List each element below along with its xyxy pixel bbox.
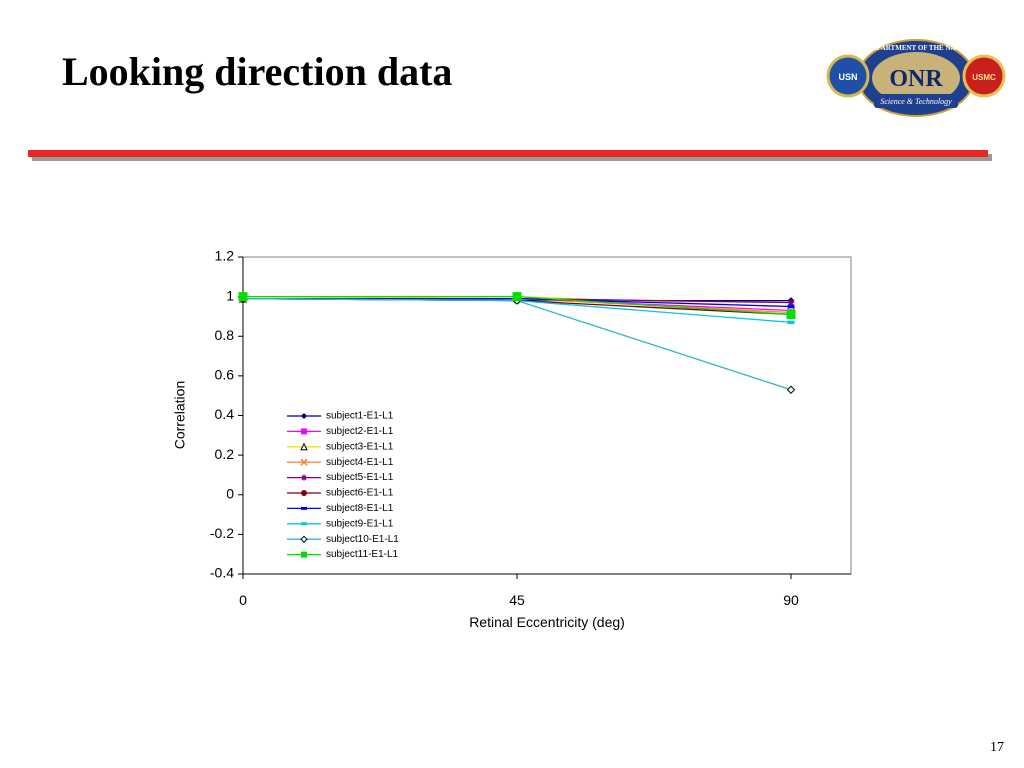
usn-seal-text: USN — [838, 72, 857, 82]
legend-marker — [300, 458, 308, 466]
y-tick-label: 1.2 — [215, 248, 235, 264]
legend-marker — [300, 442, 308, 451]
legend-marker — [301, 490, 307, 496]
y-axis-label: Correlation — [172, 381, 188, 449]
usmc-seal — [962, 54, 1006, 98]
logo-banner-text: Science & Technology — [880, 97, 952, 106]
legend-label: subject10-E1-L1 — [326, 534, 399, 545]
chart-legend: subject1-E1-L1 subject2-E1-L1 subject3-E1-… — [287, 411, 399, 560]
x-tick-label: 90 — [783, 592, 799, 608]
y-axis-ticks: -0.4 -0.2 0 0.2 0.4 0.6 0.8 1 1.2 — [210, 248, 243, 581]
series-markers — [238, 292, 796, 394]
legend-label: subject4-E1-L1 — [326, 457, 394, 468]
y-tick-label: -0.4 — [210, 565, 234, 581]
legend-marker — [301, 474, 307, 481]
legend-marker — [301, 506, 307, 510]
legend-marker — [301, 428, 307, 435]
x-axis-label: Retinal Eccentricity (deg) — [469, 614, 625, 630]
y-tick-label: 0.4 — [215, 406, 235, 422]
title-rule — [28, 150, 988, 157]
legend-label: subject5-E1-L1 — [326, 472, 394, 483]
legend-label: subject3-E1-L1 — [326, 441, 394, 452]
legend-marker — [301, 551, 307, 558]
logo-ring-text: DEPARTMENT OF THE NAVY — [867, 44, 965, 52]
legend-marker — [301, 413, 307, 419]
y-tick-label: 0.2 — [215, 446, 235, 462]
legend-label: subject11-E1-L1 — [326, 549, 399, 560]
logo-inner-oval — [872, 52, 960, 104]
slide-title: Looking direction data — [62, 49, 453, 94]
y-tick-label: 0.6 — [215, 367, 235, 383]
legend-label: subject8-E1-L1 — [326, 503, 394, 514]
data-point-subject11-E1-L1 — [786, 309, 796, 319]
logo-center-text: ONR — [889, 66, 943, 92]
y-tick-label: 0 — [226, 485, 234, 501]
legend-marker — [301, 522, 307, 526]
legend-label: subject2-E1-L1 — [326, 426, 394, 437]
data-point-subject11-E1-L1 — [512, 292, 522, 302]
data-point-subject11-E1-L1 — [238, 292, 248, 302]
data-point-subject5-E1-L1 — [787, 299, 795, 307]
y-tick-label: 1 — [226, 287, 234, 303]
x-tick-label: 0 — [239, 592, 247, 608]
y-tick-label: 0.8 — [215, 327, 235, 343]
legend-marker — [300, 535, 308, 543]
usn-seal — [826, 54, 870, 98]
legend-label: subject1-E1-L1 — [326, 411, 394, 422]
data-point-subject8-E1-L1 — [787, 304, 795, 309]
page-number: 17 — [990, 740, 1004, 755]
x-axis-ticks: 0 45 90 — [239, 574, 799, 608]
onr-logo: DEPARTMENT OF THE NAVY ONR Science & Tec… — [826, 39, 1006, 117]
logo-banner — [874, 94, 958, 108]
legend-label: subject6-E1-L1 — [326, 488, 394, 499]
data-point-subject10-E1-L1 — [786, 385, 796, 394]
usmc-seal-text: USMC — [972, 73, 996, 82]
legend-label: subject9-E1-L1 — [326, 518, 394, 529]
x-tick-label: 45 — [509, 592, 525, 608]
data-point-subject9-E1-L1 — [787, 320, 795, 325]
y-tick-label: -0.2 — [210, 525, 234, 541]
